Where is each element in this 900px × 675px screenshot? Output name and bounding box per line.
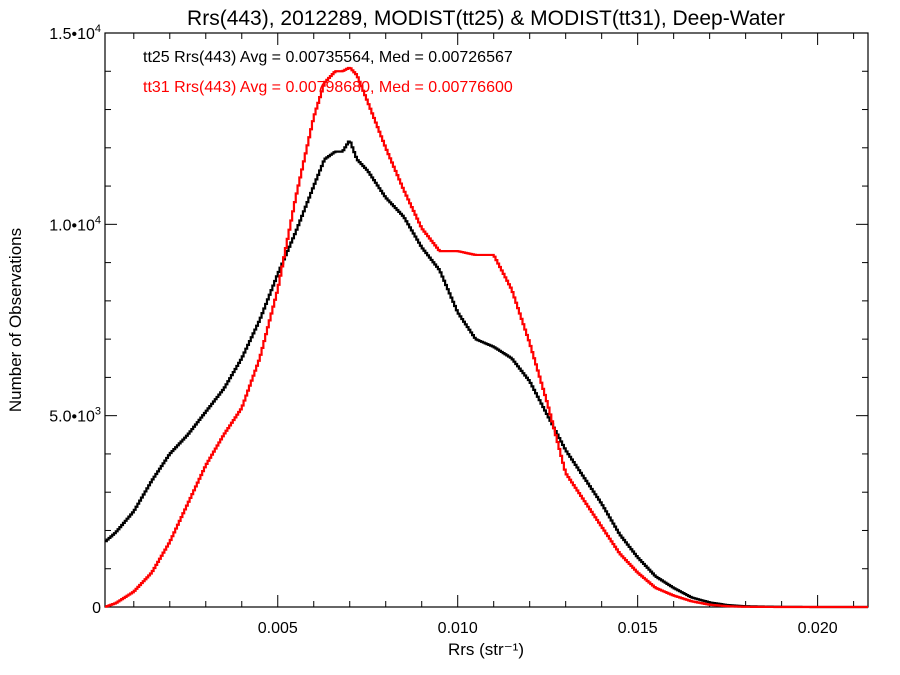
series-layer [105, 66, 868, 609]
y-tick-label-exponent: 4 [95, 23, 101, 35]
y-tick-label: 0 [92, 600, 101, 617]
y-tick-label-base: 5.0•10 [49, 409, 95, 426]
legend-entry-tt25: tt25 Rrs(443) Avg = 0.00735564, Med = 0.… [143, 49, 513, 66]
y-tick-label-exponent: 3 [95, 406, 101, 418]
y-tick-label-exponent: 4 [95, 214, 101, 226]
y-axis-label: Number of Observations [6, 228, 25, 412]
x-tick-label: 0.020 [798, 620, 838, 637]
legend-entry-tt31: tt31 Rrs(443) Avg = 0.00798680, Med = 0.… [143, 79, 513, 96]
x-axis-label: Rrs (str⁻¹) [448, 640, 524, 659]
x-tick-label: 0.010 [438, 620, 478, 637]
x-axis-ticks: 0.005 0.010 0.015 0.020 [133, 33, 855, 637]
y-tick-label-base: 0 [92, 600, 101, 617]
y-tick-label-base: 1.5•10 [49, 26, 95, 43]
chart-title: Rrs(443), 2012289, MODIST(tt25) & MODIST… [187, 7, 785, 30]
plot-frame [104, 32, 869, 608]
series-line-tt25 [105, 140, 868, 609]
x-tick-label: 0.005 [258, 620, 298, 637]
y-tick-label: 5.0•103 [49, 406, 101, 426]
series-line-tt31 [105, 66, 868, 609]
y-tick-label: 1.0•104 [49, 214, 101, 234]
plot-area: 0.005 0.010 0.015 0.020 05.0•1031.0•1041.5•… [49, 23, 869, 637]
x-tick-label: 0.015 [618, 620, 658, 637]
y-tick-label-base: 1.0•10 [49, 217, 95, 234]
y-tick-label: 1.5•104 [49, 23, 101, 43]
